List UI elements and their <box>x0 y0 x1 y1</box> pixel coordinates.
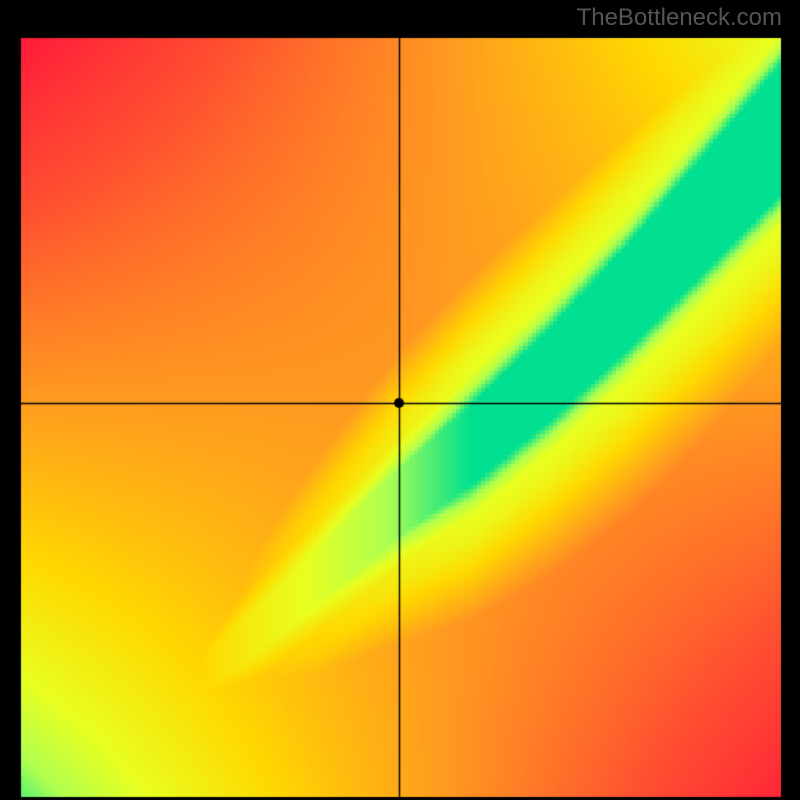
bottleneck-heatmap <box>0 0 800 800</box>
chart-container: TheBottleneck.com <box>0 0 800 800</box>
watermark-text: TheBottleneck.com <box>577 4 782 32</box>
